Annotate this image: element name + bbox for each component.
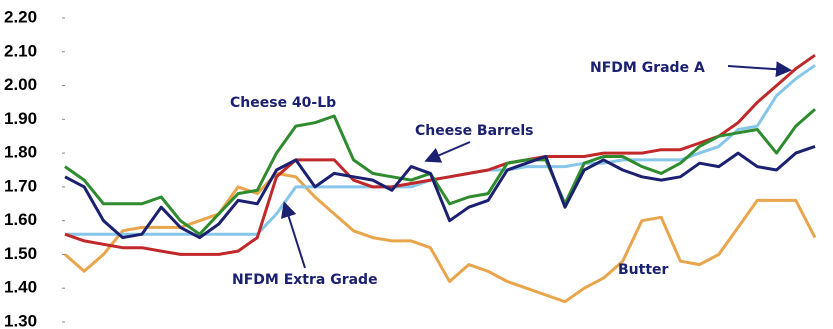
y-tick-label: 1.50: [4, 244, 37, 263]
y-tick-label: 1.80: [4, 143, 37, 162]
y-tick-label: 1.30: [4, 311, 37, 329]
y-tick-label: 1.90: [4, 109, 37, 128]
annotation-arrows: [281, 61, 792, 269]
series-line: [64, 171, 817, 304]
y-tick-label: 1.40: [4, 278, 37, 297]
series-label: Butter: [618, 262, 669, 278]
y-tick-label: 2.20: [4, 7, 37, 26]
y-tick-label: 2.00: [4, 75, 37, 94]
series-label: Cheese 40-Lb: [230, 95, 336, 111]
series-label: NFDM Grade A: [590, 60, 705, 76]
series-line: [65, 64, 816, 236]
series-label: NFDM Extra Grade: [232, 272, 378, 288]
series-line: [64, 108, 816, 236]
y-tick-label: 1.60: [4, 210, 37, 229]
y-tick-label: 1.70: [4, 176, 37, 195]
y-tick-label: 2.10: [4, 41, 37, 60]
series-label: Cheese Barrels: [415, 123, 534, 139]
series-line: [64, 144, 816, 240]
series-line: [64, 53, 816, 256]
